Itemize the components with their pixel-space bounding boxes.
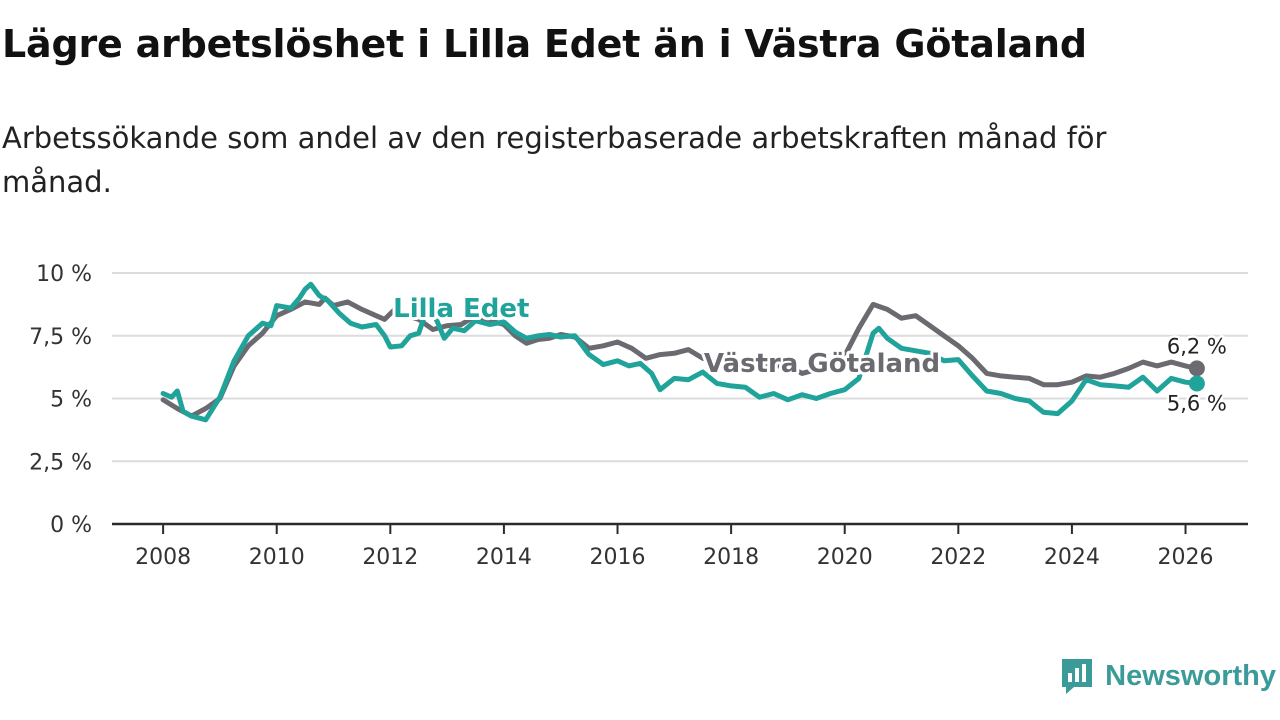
end-point-v-stra-g-taland xyxy=(1188,360,1205,377)
x-tick-label: 2026 xyxy=(1158,545,1214,570)
brand-logo: Newsworthy xyxy=(1059,656,1276,696)
end-label-v-stra-g-taland: 6,2 % xyxy=(1167,334,1227,358)
series-line-lilla-edet xyxy=(160,281,1200,423)
end-label-lilla-edet: 5,6 % xyxy=(1167,391,1227,415)
x-tick-label: 2016 xyxy=(590,545,646,570)
y-tick-label: 2,5 % xyxy=(29,450,92,475)
x-tick-label: 2022 xyxy=(930,545,986,570)
x-tick-label: 2008 xyxy=(135,545,191,570)
x-tick-label: 2018 xyxy=(703,545,759,570)
brand-name: Newsworthy xyxy=(1105,659,1276,692)
chart-title: Lägre arbetslöshet i Lilla Edet än i Väs… xyxy=(2,22,1087,66)
y-tick-label: 10 % xyxy=(36,262,92,287)
x-tick-label: 2010 xyxy=(249,545,305,570)
series-label-lilla-edet: Lilla Edet xyxy=(393,294,529,324)
end-point-lilla-edet xyxy=(1188,375,1205,392)
newsworthy-logo-icon xyxy=(1062,659,1093,694)
y-tick-label: 7,5 % xyxy=(29,325,92,350)
y-tick-label: 5 % xyxy=(50,388,92,413)
x-tick-label: 2020 xyxy=(817,545,873,570)
series-label-vastra-gotaland: Västra Götaland xyxy=(704,349,940,379)
line-chart: 0 % 2,5 % 5 % 7,5 % 10 % 2008 2010 2012 2014 2016… xyxy=(29,262,1248,570)
y-tick-label: 0 % xyxy=(50,513,92,538)
chart-subtitle: Arbetssökande som andel av den registerb… xyxy=(2,121,1107,199)
x-tick-label: 2012 xyxy=(362,545,418,570)
x-tick-label: 2014 xyxy=(476,545,532,570)
x-tick-label: 2024 xyxy=(1044,545,1100,570)
